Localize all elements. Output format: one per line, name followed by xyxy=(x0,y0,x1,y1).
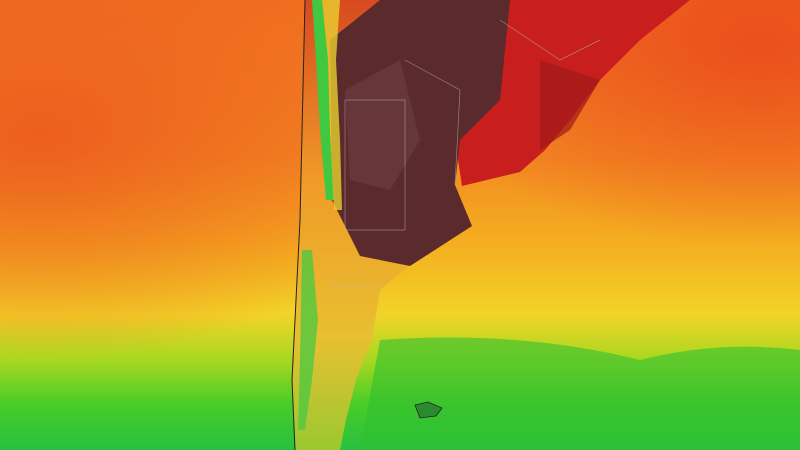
falkland-islands xyxy=(414,401,443,419)
cool-zone xyxy=(360,337,800,450)
land-argentina-hot xyxy=(330,0,510,266)
land-argentina-interior xyxy=(345,60,420,190)
coastline xyxy=(291,0,306,450)
province-border xyxy=(344,99,406,231)
land-uruguay xyxy=(540,60,600,150)
andes-yellow xyxy=(322,0,342,210)
province-border xyxy=(404,59,461,186)
andes-south xyxy=(298,250,318,430)
andes-green xyxy=(312,0,334,200)
borders xyxy=(330,19,601,286)
state-border xyxy=(499,19,601,61)
